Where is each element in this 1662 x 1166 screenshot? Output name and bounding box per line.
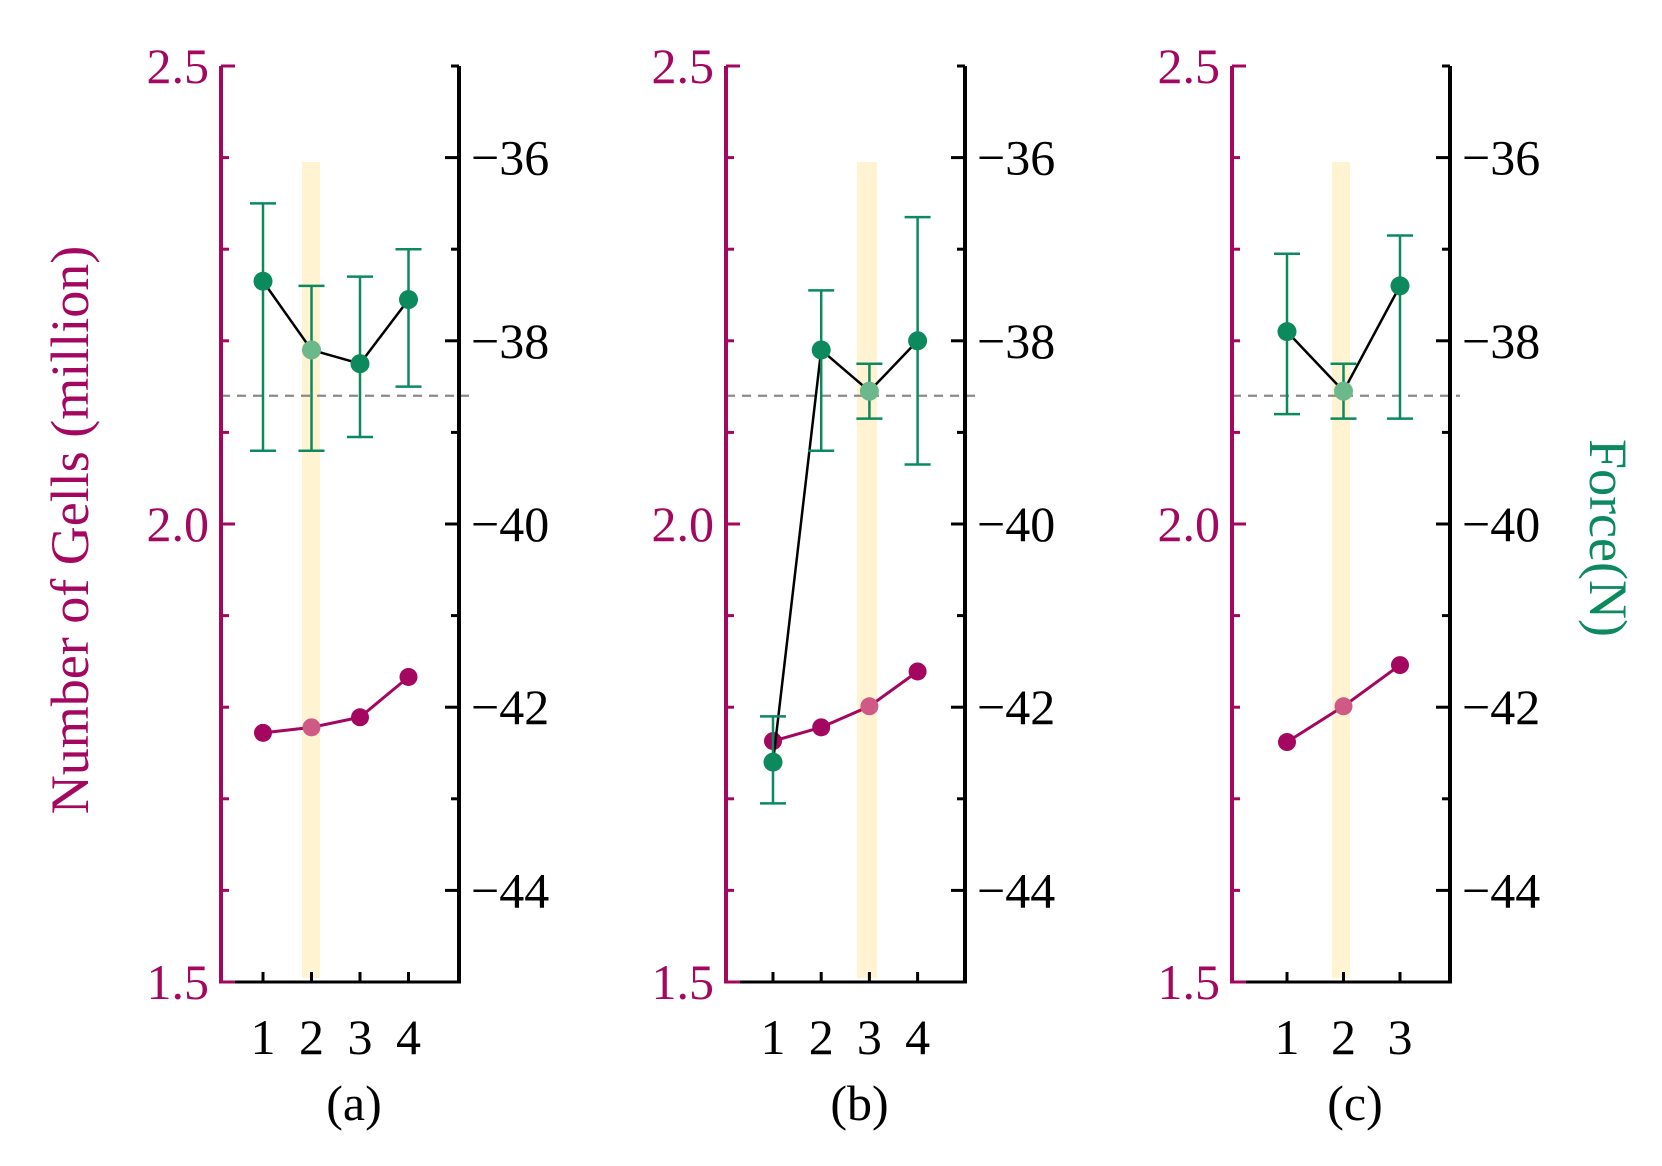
panel-b-cells-line (772, 670, 919, 743)
panel-b-cells-point (860, 697, 879, 716)
panel-b-cells-point (812, 718, 831, 737)
panel-a-left-tick-label: 2.5 (147, 38, 210, 94)
panel-b-left-tick-label: 1.5 (652, 954, 715, 1010)
panel-a-right-tick-label: −38 (471, 313, 549, 369)
panel-c-x-tick-label: 3 (1388, 1009, 1413, 1065)
panel-c-force-point (1334, 381, 1353, 401)
panel-a-right-tick-label: −36 (471, 130, 549, 186)
panel-c-right-tick-label: −44 (1462, 862, 1540, 918)
panel-b-x-tick-label: 3 (857, 1009, 882, 1065)
panel-c-cells-point (1278, 733, 1296, 752)
panel-a-cells-line (262, 675, 410, 735)
panel-a-cells-point (351, 708, 369, 727)
labels: 1.52.02.5−36−38−40−42−441 2 3 4(a)1.52.02.5… (147, 38, 1541, 1131)
panel-b-highlight-band (857, 162, 877, 978)
left-axis-title: Number of Gells (million) (40, 246, 100, 814)
panel-b-force-point (811, 340, 831, 360)
panel-b-force-point (763, 752, 783, 772)
panel-b-force-point (908, 331, 928, 351)
panel-a-cells-point (302, 718, 321, 737)
panel-b-right-tick-label: −36 (977, 130, 1055, 186)
panel-a-right-tick-label: −40 (471, 496, 549, 552)
panel-a-force-point (399, 290, 418, 310)
panel-a-force-point (253, 271, 273, 291)
force-series (250, 202, 1413, 805)
panel-b-right-tick-label: −44 (977, 862, 1055, 918)
panel-b-right-tick-label: −38 (977, 313, 1055, 369)
panel-a-cells-point (399, 667, 418, 686)
panel-b-label: (b) (830, 1075, 888, 1131)
panel-b-right-tick-label: −40 (977, 496, 1055, 552)
panel-b-x-tick-label: 2 (809, 1009, 834, 1065)
panel-b-left-tick-label: 2.5 (652, 38, 715, 94)
panel-b-cells-point (908, 662, 927, 681)
panel-c-left-tick-label: 2.0 (1158, 496, 1221, 552)
panel-c-left-tick-label: 2.5 (1158, 38, 1221, 94)
panel-c-right-tick-label: −36 (1462, 130, 1540, 186)
highlight-bands (302, 162, 1350, 978)
panel-c-right-tick-label: −40 (1462, 496, 1540, 552)
panel-b-force-line (771, 339, 919, 763)
panel-a-right-tick-label: −44 (471, 862, 549, 918)
panel-c-right-tick-label: −38 (1462, 313, 1540, 369)
panel-a-x-tick-label: 1 (251, 1009, 276, 1065)
panel-c-cells-point (1391, 656, 1409, 675)
panel-c-x-tick-label: 1 (1275, 1009, 1300, 1065)
panel-a-x-tick-label: 2 (299, 1009, 324, 1065)
panel-c-force-point (1390, 276, 1410, 296)
panel-a-x-tick-label: 4 (396, 1009, 421, 1065)
panel-c-x-tick-label: 2 (1331, 1009, 1356, 1065)
panel-b-right-tick-label: −42 (977, 679, 1055, 735)
right-axis-title: Force(N) (1578, 439, 1638, 637)
panel-a-cells-point (254, 723, 272, 742)
panel-c-right-tick-label: −42 (1462, 679, 1540, 735)
panel-a-left-tick-label: 2.0 (147, 496, 210, 552)
panel-a-x-tick-label: 3 (348, 1009, 373, 1065)
panel-a-force-point (302, 340, 321, 360)
panel-c-force-point (1277, 322, 1297, 342)
panel-b-x-tick-label: 4 (905, 1009, 930, 1065)
panel-a-force-point (350, 354, 370, 374)
panel-c-highlight-band (1332, 162, 1350, 978)
cells-series (254, 656, 1409, 752)
panel-a-right-tick-label: −42 (471, 679, 549, 735)
panel-a-label: (a) (326, 1075, 382, 1131)
panel-b-x-tick-label: 1 (761, 1009, 786, 1065)
panel-a-force-line (261, 280, 410, 366)
panel-b-force-point (859, 381, 879, 401)
panel-a-highlight-band (302, 162, 320, 978)
panel-b-left-tick-label: 2.0 (652, 496, 715, 552)
axes (219, 64, 1452, 984)
panel-a-left-tick-label: 1.5 (147, 954, 210, 1010)
panel-c-cells-point (1334, 697, 1353, 716)
panel-c-label: (c) (1327, 1075, 1383, 1131)
panel-c-left-tick-label: 1.5 (1158, 954, 1221, 1010)
